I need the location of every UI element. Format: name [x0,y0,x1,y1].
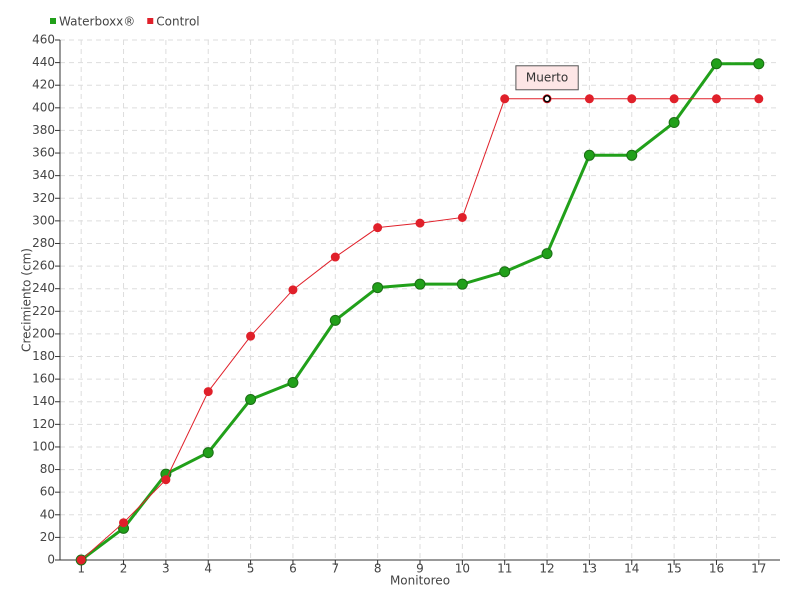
legend-swatch [50,18,56,24]
data-point [288,285,298,295]
y-tick-label: 380 [32,123,55,137]
x-tick-label: 13 [582,562,597,576]
y-tick-label: 100 [32,439,55,453]
x-tick-label: 14 [624,562,639,576]
data-point [245,393,257,405]
data-point [287,377,299,389]
y-tick-label: 300 [32,213,55,227]
x-tick-label: 5 [247,562,255,576]
data-point [710,58,722,70]
x-tick-label: 6 [289,562,297,576]
annotation-point [543,95,551,103]
data-point [753,58,765,70]
y-tick-label: 240 [32,281,55,295]
annotation-box [515,65,579,91]
y-tick-label: 200 [32,326,55,340]
data-point [161,475,171,485]
y-tick-label: 20 [40,530,55,544]
data-point [541,248,553,260]
data-point [626,149,638,161]
x-tick-label: 3 [162,562,170,576]
data-point [119,518,129,528]
data-point [373,223,383,233]
y-tick-label: 460 [32,33,55,47]
data-point [584,94,594,104]
x-tick-label: 12 [539,562,554,576]
data-point [415,218,425,228]
y-tick-label: 280 [32,236,55,250]
data-point [583,149,595,161]
x-tick-label: 4 [204,562,212,576]
y-tick-label: 340 [32,168,55,182]
y-tick-label: 180 [32,349,55,363]
x-tick-label: 1 [77,562,85,576]
y-tick-label: 400 [32,100,55,114]
x-tick-label: 2 [120,562,128,576]
data-point [457,212,467,222]
data-point [499,266,511,278]
annotation-text: Muerto [526,70,568,84]
data-point [754,94,764,104]
data-point [456,278,468,290]
x-tick-label: 15 [666,562,681,576]
legend-label: Waterboxx® [59,15,135,29]
y-tick-label: 0 [47,553,55,567]
data-point [627,94,637,104]
data-point [711,94,721,104]
x-tick-label: 8 [374,562,382,576]
y-tick-label: 80 [40,462,55,476]
x-tick-label: 17 [751,562,766,576]
y-tick-label: 60 [40,485,55,499]
y-tick-label: 160 [32,372,55,386]
data-point [668,117,680,129]
data-point [372,282,384,294]
y-tick-label: 420 [32,78,55,92]
x-tick-label: 7 [331,562,339,576]
data-point [76,555,86,565]
data-point [246,331,256,341]
y-tick-label: 360 [32,146,55,160]
data-point [669,94,679,104]
y-tick-label: 220 [32,304,55,318]
data-point [500,94,510,104]
y-tick-label: 40 [40,507,55,521]
y-axis-label: Crecimiento (cm) [20,248,34,352]
y-tick-label: 320 [32,191,55,205]
y-tick-label: 140 [32,394,55,408]
x-tick-label: 10 [455,562,470,576]
x-tick-label: 9 [416,562,424,576]
legend-swatch [147,18,154,24]
legend-label: Control [156,15,199,29]
x-tick-label: 11 [497,562,512,576]
data-point [414,278,426,290]
y-tick-label: 440 [32,55,55,69]
annotation: Muerto [515,65,579,91]
y-tick-label: 120 [32,417,55,431]
y-tick-label: 260 [32,259,55,273]
x-tick-label: 16 [709,562,724,576]
data-point [202,447,214,459]
x-axis-label: Monitoreo [390,574,450,588]
data-point [330,252,340,262]
data-point [203,387,213,397]
data-point [329,314,341,326]
